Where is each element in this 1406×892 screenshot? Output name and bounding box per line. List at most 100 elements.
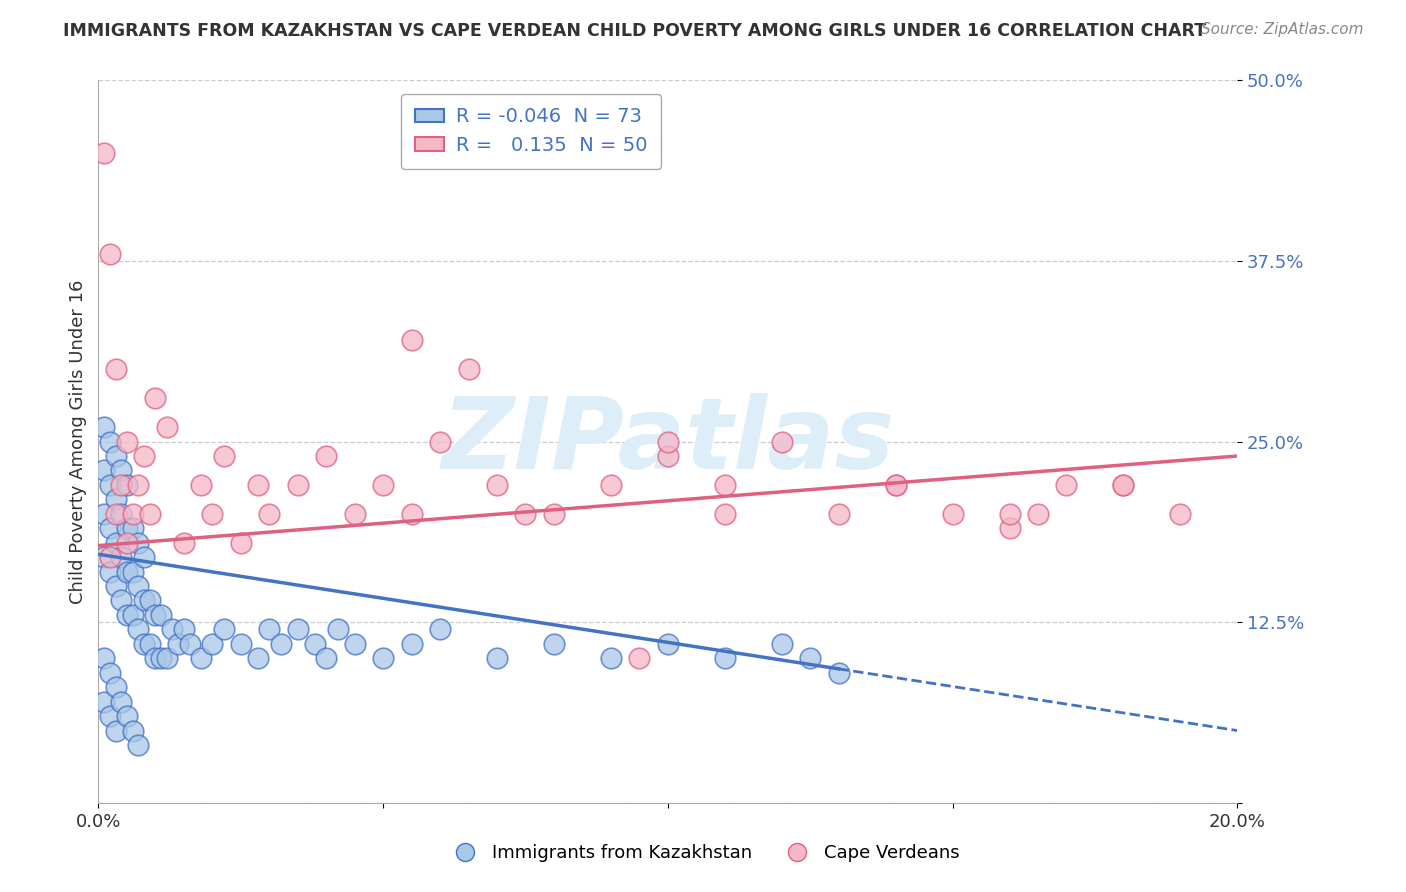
Point — [304, 637, 326, 651]
Point — [190, 651, 212, 665]
Point — [486, 478, 509, 492]
Point — [104, 492, 127, 507]
Point — [93, 550, 115, 565]
Point — [1112, 478, 1135, 492]
Point — [127, 623, 149, 637]
Point — [145, 391, 167, 405]
Point — [998, 507, 1021, 521]
Point — [104, 362, 127, 376]
Point — [173, 623, 195, 637]
Point — [259, 507, 281, 521]
Point — [127, 738, 149, 752]
Point — [145, 651, 167, 665]
Point — [110, 478, 132, 492]
Point — [942, 507, 965, 521]
Y-axis label: Child Poverty Among Girls Under 16: Child Poverty Among Girls Under 16 — [69, 279, 87, 604]
Point — [828, 665, 851, 680]
Point — [98, 550, 121, 565]
Point — [110, 593, 132, 607]
Point — [714, 478, 737, 492]
Point — [229, 637, 252, 651]
Point — [93, 145, 115, 160]
Point — [138, 507, 160, 521]
Point — [145, 607, 167, 622]
Point — [657, 434, 679, 449]
Point — [173, 535, 195, 549]
Point — [93, 420, 115, 434]
Point — [543, 637, 565, 651]
Point — [115, 565, 138, 579]
Point — [93, 507, 115, 521]
Point — [132, 637, 155, 651]
Point — [190, 478, 212, 492]
Point — [373, 478, 395, 492]
Point — [1026, 507, 1049, 521]
Point — [600, 651, 623, 665]
Point — [799, 651, 821, 665]
Point — [115, 478, 138, 492]
Point — [156, 651, 179, 665]
Point — [884, 478, 907, 492]
Point — [150, 607, 173, 622]
Point — [104, 723, 127, 738]
Point — [115, 434, 138, 449]
Point — [770, 637, 793, 651]
Point — [93, 463, 115, 477]
Point — [246, 478, 269, 492]
Point — [98, 565, 121, 579]
Point — [998, 521, 1021, 535]
Point — [401, 507, 423, 521]
Point — [543, 507, 565, 521]
Point — [121, 565, 143, 579]
Point — [127, 478, 149, 492]
Point — [212, 623, 235, 637]
Point — [98, 521, 121, 535]
Point — [259, 623, 281, 637]
Point — [93, 695, 115, 709]
Point — [132, 550, 155, 565]
Point — [373, 651, 395, 665]
Point — [401, 334, 423, 348]
Point — [104, 449, 127, 463]
Point — [150, 651, 173, 665]
Point — [628, 651, 651, 665]
Point — [315, 449, 337, 463]
Text: IMMIGRANTS FROM KAZAKHSTAN VS CAPE VERDEAN CHILD POVERTY AMONG GIRLS UNDER 16 CO: IMMIGRANTS FROM KAZAKHSTAN VS CAPE VERDE… — [63, 22, 1206, 40]
Point — [104, 680, 127, 694]
Point — [156, 420, 179, 434]
Point — [429, 434, 451, 449]
Point — [770, 434, 793, 449]
Point — [121, 723, 143, 738]
Point — [121, 507, 143, 521]
Point — [714, 507, 737, 521]
Point — [287, 623, 309, 637]
Point — [486, 651, 509, 665]
Point — [127, 535, 149, 549]
Point — [229, 535, 252, 549]
Point — [1056, 478, 1078, 492]
Point — [657, 637, 679, 651]
Point — [167, 637, 190, 651]
Point — [315, 651, 337, 665]
Point — [1112, 478, 1135, 492]
Point — [115, 521, 138, 535]
Point — [138, 637, 160, 651]
Point — [110, 550, 132, 565]
Point — [201, 637, 224, 651]
Point — [98, 246, 121, 260]
Point — [246, 651, 269, 665]
Point — [657, 449, 679, 463]
Point — [110, 463, 132, 477]
Point — [98, 434, 121, 449]
Point — [93, 651, 115, 665]
Legend: R = -0.046  N = 73, R =   0.135  N = 50: R = -0.046 N = 73, R = 0.135 N = 50 — [401, 94, 661, 169]
Point — [401, 637, 423, 651]
Point — [212, 449, 235, 463]
Point — [110, 695, 132, 709]
Point — [343, 507, 366, 521]
Point — [270, 637, 292, 651]
Point — [714, 651, 737, 665]
Point — [884, 478, 907, 492]
Point — [1170, 507, 1192, 521]
Point — [138, 593, 160, 607]
